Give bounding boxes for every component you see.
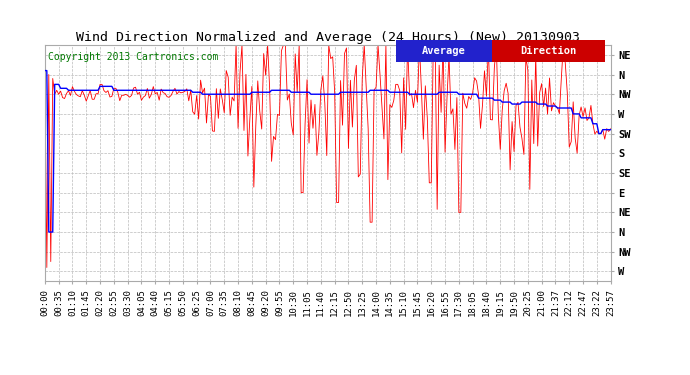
Text: Direction: Direction xyxy=(520,46,577,56)
FancyBboxPatch shape xyxy=(395,40,492,62)
FancyBboxPatch shape xyxy=(492,40,605,62)
Title: Wind Direction Normalized and Average (24 Hours) (New) 20130903: Wind Direction Normalized and Average (2… xyxy=(76,31,580,44)
Text: Average: Average xyxy=(422,46,466,56)
Text: Copyright 2013 Cartronics.com: Copyright 2013 Cartronics.com xyxy=(48,52,218,62)
